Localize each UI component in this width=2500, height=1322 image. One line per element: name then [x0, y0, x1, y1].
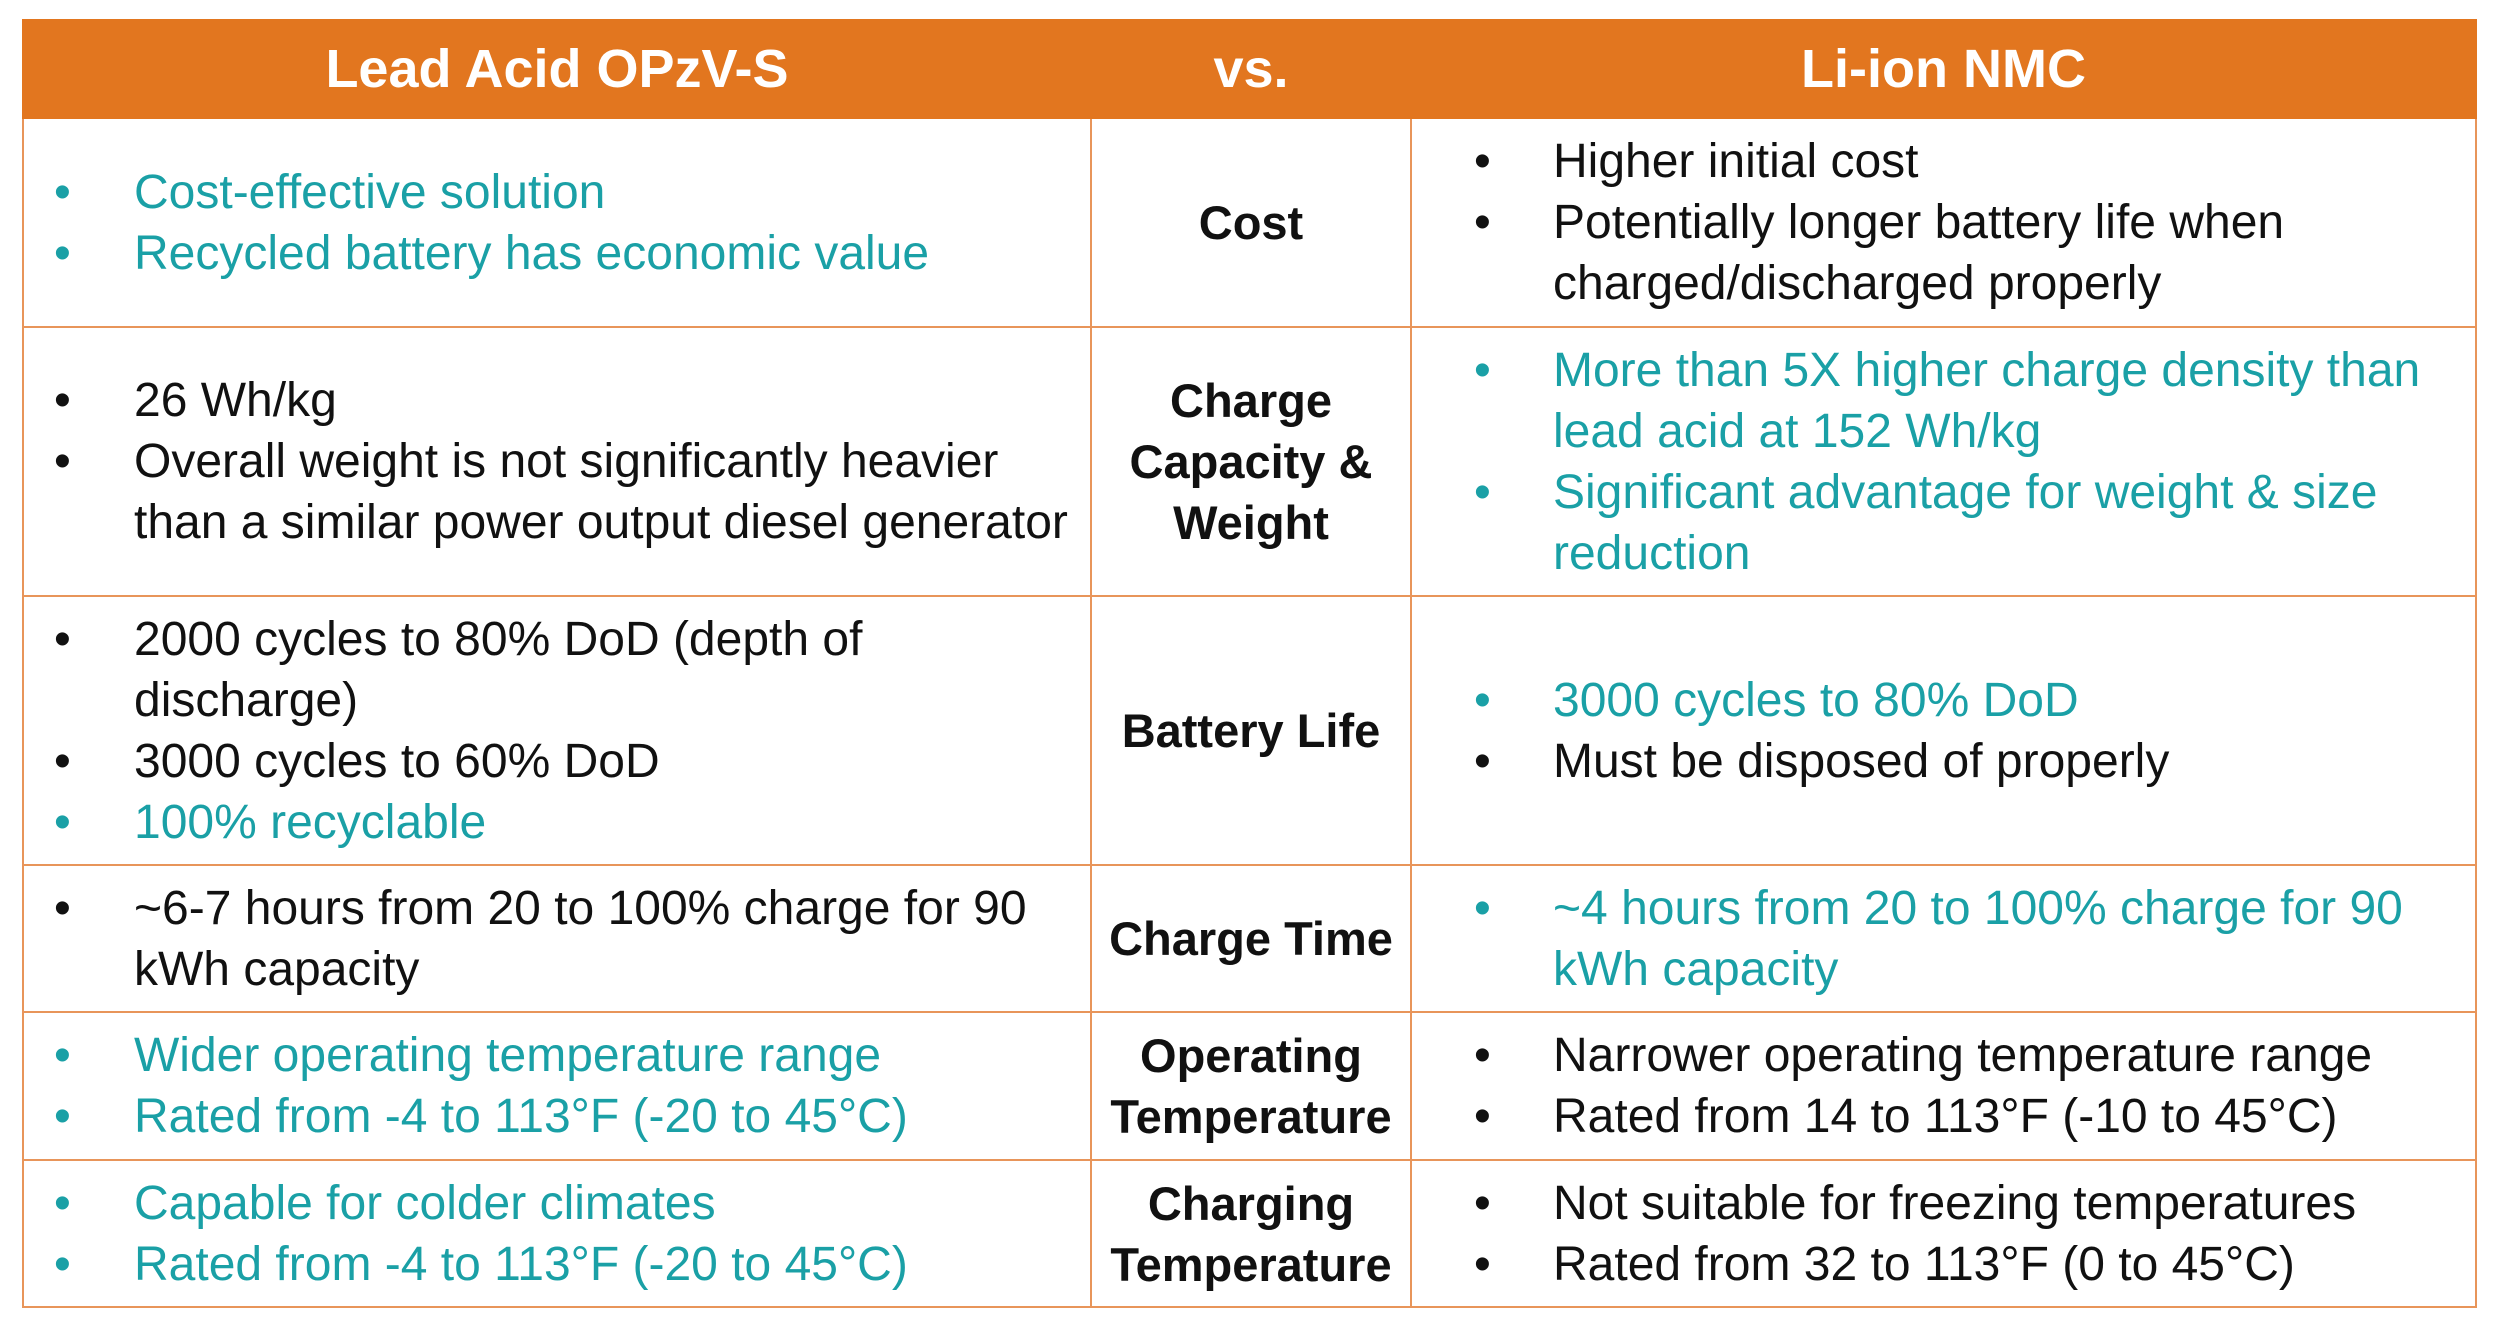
bullet-list: 26 Wh/kgOverall weight is not significan…: [24, 370, 1090, 553]
bullet-item: ~4 hours from 20 to 100% charge for 90 k…: [1412, 878, 2475, 1000]
bullet-list: Higher initial costPotentially longer ba…: [1412, 131, 2475, 314]
bullet-item: Rated from -4 to 113°F (-20 to 45°C): [24, 1086, 1090, 1147]
bullet-item: Rated from -4 to 113°F (-20 to 45°C): [24, 1234, 1090, 1295]
criterion-label: Battery Life: [1091, 595, 1411, 866]
bullet-item: Potentially longer battery life when cha…: [1412, 192, 2475, 314]
criterion-label: Cost: [1091, 117, 1411, 328]
bullet-list: ~6-7 hours from 20 to 100% charge for 90…: [24, 878, 1090, 1000]
bullet-item: Significant advantage for weight & size …: [1412, 462, 2475, 584]
bullet-item: 3000 cycles to 60% DoD: [24, 731, 1090, 792]
bullet-item: 100% recyclable: [24, 792, 1090, 853]
bullet-item: 2000 cycles to 80% DoD (depth of dischar…: [24, 609, 1090, 731]
right-cell: 3000 cycles to 80% DoDMust be disposed o…: [1410, 595, 2477, 866]
bullet-item: More than 5X higher charge density than …: [1412, 340, 2475, 462]
header-right: Li-ion NMC: [1410, 19, 2477, 119]
bullet-item: Narrower operating temperature range: [1412, 1025, 2475, 1086]
bullet-item: Recycled battery has economic value: [24, 223, 1090, 284]
bullet-item: Capable for colder climates: [24, 1173, 1090, 1234]
bullet-item: Higher initial cost: [1412, 131, 2475, 192]
row: 2000 cycles to 80% DoD (depth of dischar…: [22, 595, 2477, 866]
left-cell: Capable for colder climatesRated from -4…: [22, 1159, 1092, 1308]
bullet-item: Overall weight is not significantly heav…: [24, 431, 1090, 553]
bullet-item: Rated from 14 to 113°F (-10 to 45°C): [1412, 1086, 2475, 1147]
bullet-list: Wider operating temperature rangeRated f…: [24, 1025, 1090, 1147]
right-cell: Narrower operating temperature rangeRate…: [1410, 1011, 2477, 1161]
bullet-item: Not suitable for freezing temperatures: [1412, 1173, 2475, 1234]
header-row: Lead Acid OPzV-S vs. Li-ion NMC: [22, 19, 2477, 119]
header-mid: vs.: [1090, 19, 1412, 119]
bullet-item: ~6-7 hours from 20 to 100% charge for 90…: [24, 878, 1090, 1000]
bullet-item: Rated from 32 to 113°F (0 to 45°C): [1412, 1234, 2475, 1295]
row: ~6-7 hours from 20 to 100% charge for 90…: [22, 864, 2477, 1013]
criterion-label: Charge Capacity & Weight: [1091, 326, 1411, 597]
bullet-item: Must be disposed of properly: [1412, 731, 2475, 792]
row: 26 Wh/kgOverall weight is not significan…: [22, 326, 2477, 597]
criterion-label: Charging Temperature: [1091, 1159, 1411, 1308]
bullet-item: 26 Wh/kg: [24, 370, 1090, 431]
bullet-list: Not suitable for freezing temperaturesRa…: [1412, 1173, 2475, 1295]
criterion-label: Operating Temperature: [1091, 1011, 1411, 1161]
row: Wider operating temperature rangeRated f…: [22, 1011, 2477, 1161]
left-cell: 26 Wh/kgOverall weight is not significan…: [22, 326, 1092, 597]
bullet-list: Cost-effective solutionRecycled battery …: [24, 162, 1090, 284]
right-cell: Higher initial costPotentially longer ba…: [1410, 117, 2477, 328]
bullet-list: 2000 cycles to 80% DoD (depth of dischar…: [24, 609, 1090, 853]
bullet-list: Capable for colder climatesRated from -4…: [24, 1173, 1090, 1295]
bullet-list: More than 5X higher charge density than …: [1412, 340, 2475, 584]
bullet-list: Narrower operating temperature rangeRate…: [1412, 1025, 2475, 1147]
right-cell: Not suitable for freezing temperaturesRa…: [1410, 1159, 2477, 1308]
header-left: Lead Acid OPzV-S: [22, 19, 1092, 119]
row: Capable for colder climatesRated from -4…: [22, 1159, 2477, 1308]
left-cell: 2000 cycles to 80% DoD (depth of dischar…: [22, 595, 1092, 866]
bullet-list: 3000 cycles to 80% DoDMust be disposed o…: [1412, 670, 2475, 792]
right-cell: More than 5X higher charge density than …: [1410, 326, 2477, 597]
bullet-list: ~4 hours from 20 to 100% charge for 90 k…: [1412, 878, 2475, 1000]
criterion-label: Charge Time: [1091, 864, 1411, 1013]
row: Cost-effective solutionRecycled battery …: [22, 117, 2477, 328]
right-cell: ~4 hours from 20 to 100% charge for 90 k…: [1410, 864, 2477, 1013]
bullet-item: Cost-effective solution: [24, 162, 1090, 223]
left-cell: Cost-effective solutionRecycled battery …: [22, 117, 1092, 328]
bullet-item: Wider operating temperature range: [24, 1025, 1090, 1086]
bullet-item: 3000 cycles to 80% DoD: [1412, 670, 2475, 731]
left-cell: ~6-7 hours from 20 to 100% charge for 90…: [22, 864, 1092, 1013]
comparison-table: Lead Acid OPzV-S vs. Li-ion NMC Cost-eff…: [22, 19, 2477, 1308]
left-cell: Wider operating temperature rangeRated f…: [22, 1011, 1092, 1161]
